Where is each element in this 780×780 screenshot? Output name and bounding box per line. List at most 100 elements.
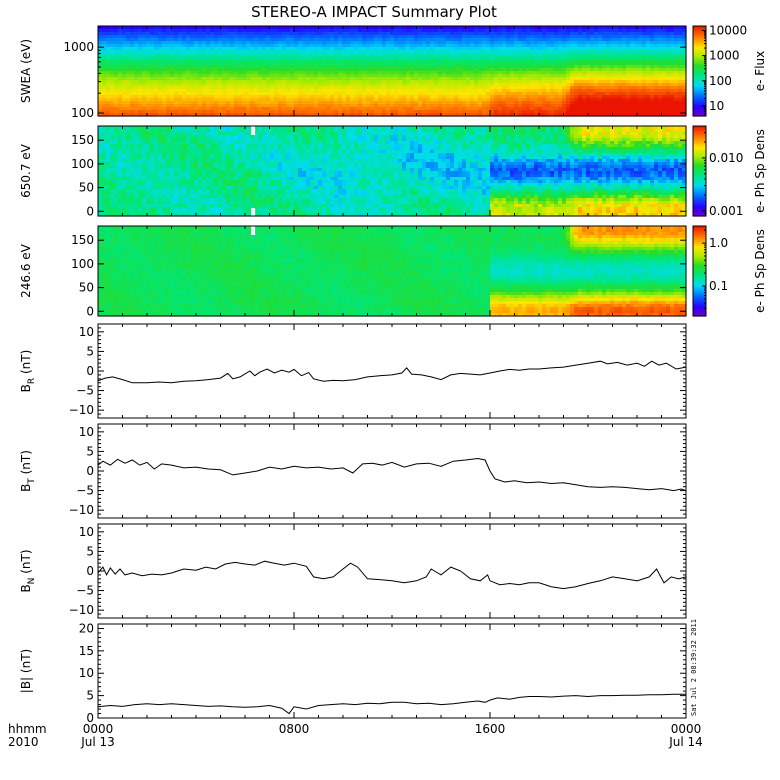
spectrogram-cell xyxy=(314,89,319,93)
spectrogram-cell xyxy=(130,59,135,63)
spectrogram-cell xyxy=(322,98,327,102)
spectrogram-cell xyxy=(298,71,303,75)
spectrogram-cell xyxy=(362,104,367,108)
spectrogram-cell xyxy=(198,35,203,39)
spectrogram-cell xyxy=(174,26,179,30)
spectrogram-cell xyxy=(454,29,459,33)
spectrogram-cell xyxy=(522,77,527,81)
spectrogram-cell xyxy=(234,86,239,90)
spectrogram-cell xyxy=(178,74,183,78)
spectrogram-cell xyxy=(302,83,307,87)
spectrogram-cell xyxy=(210,95,215,99)
spectrogram-cell xyxy=(122,110,127,114)
spectrogram-cell xyxy=(350,101,355,105)
spectrogram-cell xyxy=(402,41,407,45)
spectrogram-cell xyxy=(366,38,371,42)
spectrogram-cell xyxy=(346,53,351,57)
spectrogram-cell xyxy=(238,38,243,42)
spectrogram-cell xyxy=(122,86,127,90)
spectrogram-cell xyxy=(366,86,371,90)
spectrogram-cell xyxy=(214,113,219,117)
spectrogram-cell xyxy=(398,35,403,39)
spectrogram-cell xyxy=(394,107,399,111)
spectrogram-cell xyxy=(378,98,383,102)
spectrogram-cell xyxy=(354,113,359,117)
spectrogram-cell xyxy=(118,95,123,99)
spectrogram-cell xyxy=(350,71,355,75)
spectrogram-cell xyxy=(410,71,415,75)
chart-title: STEREO-A IMPACT Summary Plot xyxy=(251,3,497,21)
spectrogram-cell xyxy=(442,50,447,54)
spectrogram-cell xyxy=(346,41,351,45)
spectrogram-cell xyxy=(286,38,291,42)
spectrogram-cell xyxy=(410,26,415,30)
spectrogram-cell xyxy=(206,83,211,87)
spectrogram-cell xyxy=(422,44,427,48)
spectrogram-cell xyxy=(310,56,315,60)
spectrogram-cell xyxy=(198,44,203,48)
spectrogram-cell xyxy=(378,113,383,117)
spectrogram-cell xyxy=(274,65,279,69)
spectrogram-cell xyxy=(198,26,203,30)
spectrogram-cell xyxy=(306,41,311,45)
spectrogram-cell xyxy=(306,32,311,36)
spectrogram-cell xyxy=(230,77,235,81)
spectrogram-cell xyxy=(458,59,463,63)
spectrogram-cell xyxy=(518,113,523,117)
spectrogram-cell xyxy=(422,77,427,81)
spectrogram-cell xyxy=(538,80,543,84)
spectrogram-cell xyxy=(258,41,263,45)
spectrogram-cell xyxy=(130,44,135,48)
spectrogram-cell xyxy=(162,29,167,33)
spectrogram-cell xyxy=(386,50,391,54)
spectrogram-cell xyxy=(258,29,263,33)
spectrogram-cell xyxy=(282,35,287,39)
spectrogram-cell xyxy=(490,98,495,102)
spectrogram-cell xyxy=(158,86,163,90)
spectrogram-cell xyxy=(218,56,223,60)
spectrogram-cell xyxy=(126,98,131,102)
spectrogram-cell xyxy=(526,47,531,51)
spectrogram-cell xyxy=(274,56,279,60)
spectrogram-cell xyxy=(450,80,455,84)
spectrogram-cell xyxy=(326,29,331,33)
spectrogram-cell xyxy=(170,53,175,57)
spectrogram-cell xyxy=(250,35,255,39)
spectrogram-cell xyxy=(350,74,355,78)
spectrogram-cell xyxy=(446,44,451,48)
spectrogram-cell xyxy=(98,68,103,72)
spectrogram-cell xyxy=(450,113,455,117)
spectrogram-cell xyxy=(530,62,535,66)
spectrogram-cell xyxy=(386,29,391,33)
spectrogram-cell xyxy=(222,41,227,45)
spectrogram-cell xyxy=(518,32,523,36)
spectrogram-cell xyxy=(290,77,295,81)
spectrogram-cell xyxy=(406,92,411,96)
spectrogram-cell xyxy=(146,113,151,117)
spectrogram-cell xyxy=(150,80,155,84)
spectrogram-cell xyxy=(378,107,383,111)
spectrogram-cell xyxy=(342,44,347,48)
spectrogram-cell xyxy=(178,107,183,111)
spectrogram-cell xyxy=(422,47,427,51)
spectrogram-cell xyxy=(106,65,111,69)
spectrogram-cell xyxy=(386,44,391,48)
spectrogram-cell xyxy=(286,95,291,99)
spectrogram-cell xyxy=(350,56,355,60)
spectrogram-cell xyxy=(382,74,387,78)
spectrogram-cell xyxy=(490,68,495,72)
spectrogram-cell xyxy=(342,56,347,60)
spectrogram-cell xyxy=(518,71,523,75)
spectrogram-cell xyxy=(506,38,511,42)
spectrogram-cell xyxy=(330,38,335,42)
spectrogram-cell xyxy=(386,104,391,108)
spectrogram-cell xyxy=(418,38,423,42)
spectrogram-cell xyxy=(362,86,367,90)
spectrogram-cell xyxy=(198,92,203,96)
spectrogram-cell xyxy=(426,41,431,45)
spectrogram-cell xyxy=(342,98,347,102)
spectrogram-cell xyxy=(274,35,279,39)
spectrogram-cell xyxy=(390,68,395,72)
spectrogram-cell xyxy=(526,77,531,81)
spectrogram-cell xyxy=(414,74,419,78)
